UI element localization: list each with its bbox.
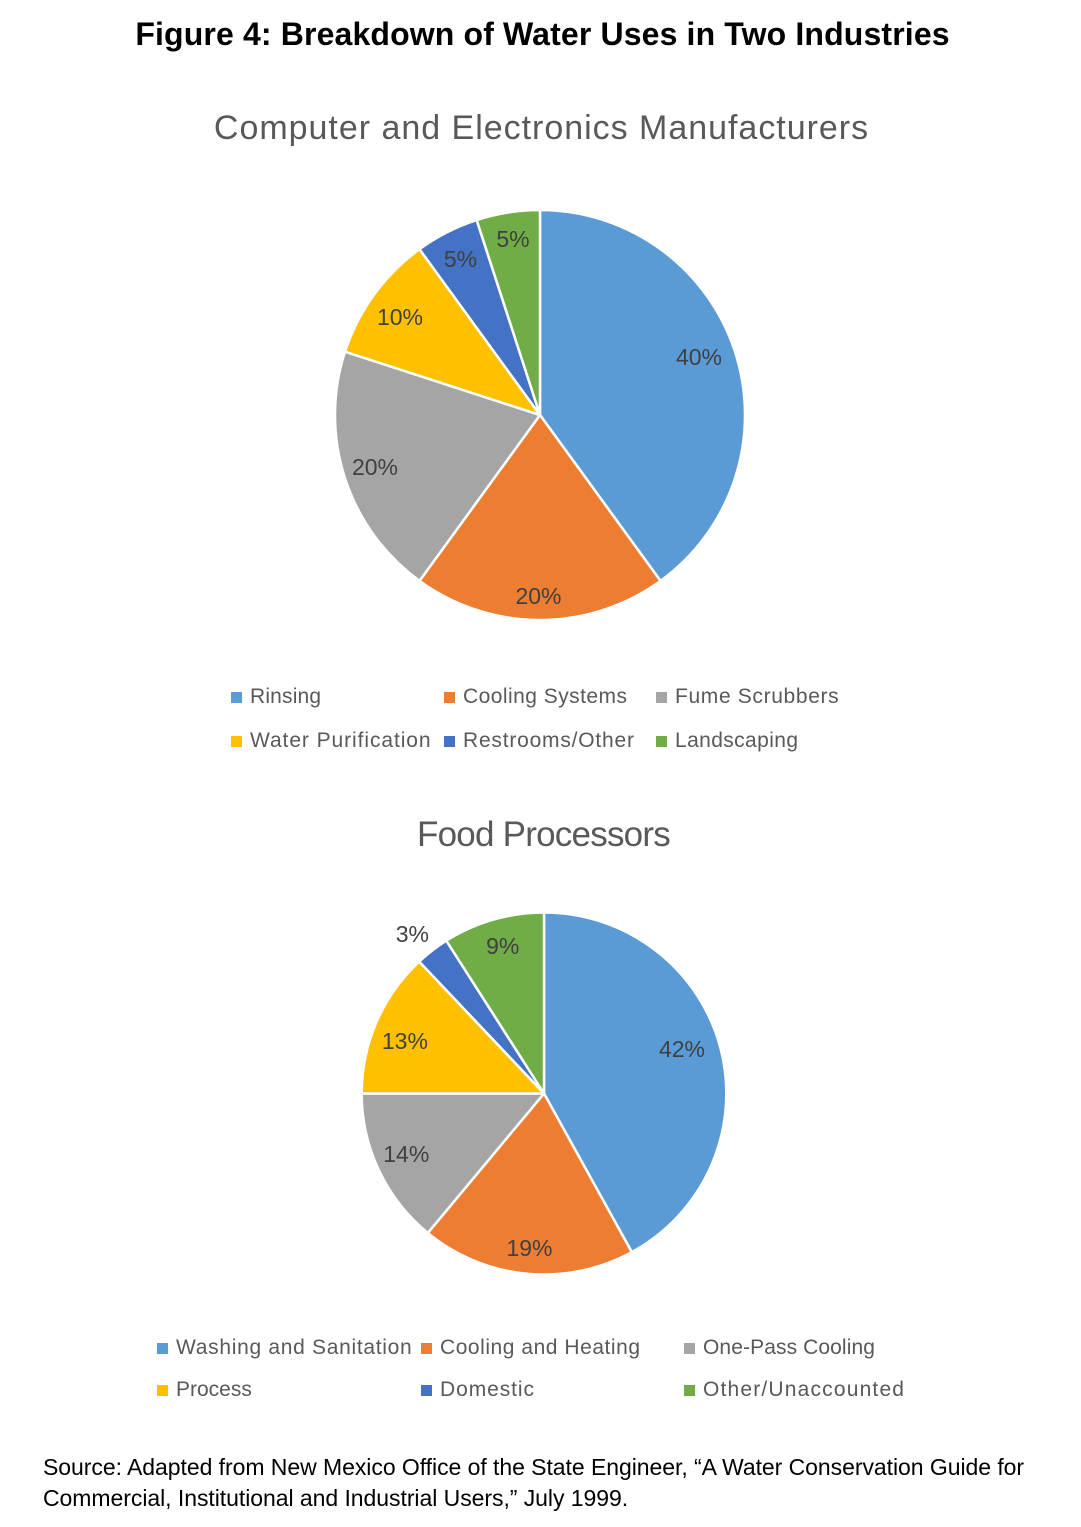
svg-text:5%: 5%: [496, 226, 529, 252]
svg-text:13%: 13%: [382, 1028, 428, 1054]
svg-text:10%: 10%: [377, 304, 423, 330]
svg-text:20%: 20%: [352, 454, 398, 480]
svg-text:40%: 40%: [676, 344, 722, 370]
svg-text:19%: 19%: [506, 1235, 552, 1261]
svg-text:9%: 9%: [486, 933, 519, 959]
svg-text:42%: 42%: [659, 1036, 705, 1062]
svg-text:3%: 3%: [396, 921, 429, 947]
svg-text:20%: 20%: [515, 583, 561, 609]
svg-text:14%: 14%: [383, 1141, 429, 1167]
svg-text:5%: 5%: [444, 246, 477, 272]
